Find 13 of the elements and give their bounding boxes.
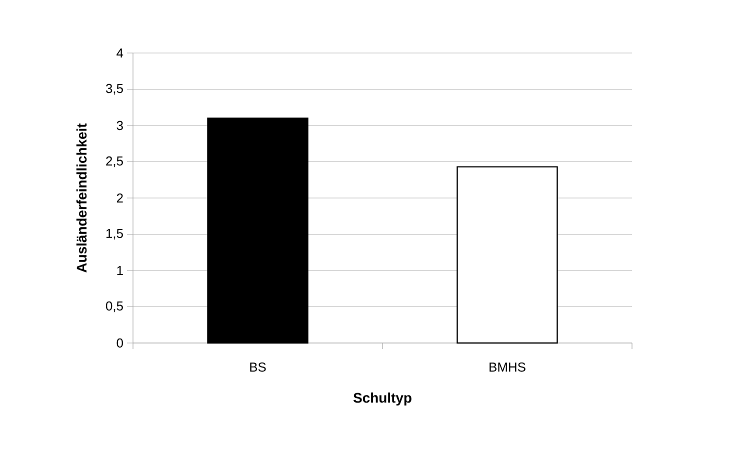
y-tick-label: 0 [116, 338, 123, 348]
y-tick-label: 0,5 [106, 301, 123, 312]
x-tick-label: BMHS [490, 362, 526, 372]
y-tick-label: 1,5 [106, 228, 123, 240]
y-tick-label: 2 [116, 193, 123, 203]
y-tick-label: 3,5 [106, 84, 123, 95]
x-axis-title: Schultyp [353, 392, 412, 406]
y-tick-label: 2,5 [106, 156, 123, 168]
y-axis-title: Ausländerfeindlichkeit [76, 123, 87, 272]
y-tick-label: 4 [116, 48, 124, 58]
y-tick-label: 3 [116, 120, 123, 130]
y-tick-label: 1 [117, 266, 123, 275]
x-tick-label: BS [250, 362, 266, 372]
